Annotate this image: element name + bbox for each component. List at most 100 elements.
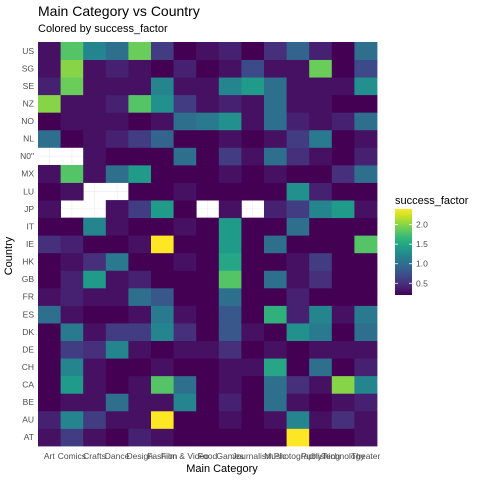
heatmap-cell-NZ-journalism [241,94,265,113]
heatmap-cell-DE-dance [105,340,129,359]
heatmap-cell-IT-fashion [151,217,174,236]
heatmap-cell-NO-technology [331,112,355,131]
heatmap-cell-GB-crafts [83,270,107,289]
heatmap-cell-SE-theater [354,77,378,96]
legend-tick-label: 1.0 [416,259,428,269]
heatmap-cell-JP-music [264,200,287,219]
heatmap-cell-IT-crafts [83,217,107,236]
heatmap-cell-NZ-music [264,94,287,113]
heatmap-cell-HK-photography [286,252,310,271]
heatmap-cell-SG-food [196,59,220,78]
heatmap-cell-FR-music [264,287,287,306]
heatmap-cell-SE-dance [105,77,129,96]
heatmap-cell-MX-publishing [309,164,333,183]
heatmap-cell-DK-games [218,323,242,342]
heatmap-cell-CA-games [218,375,242,394]
heatmap-cell-LU-publishing [309,182,333,201]
heatmap-cell-GB-food [196,270,220,289]
heatmap-cell-AU-dance [105,410,129,429]
heatmap-cell-FR-journalism [241,287,265,306]
heatmap-cell-LU-theater [354,182,378,201]
heatmap-cell-MX-photography [286,164,310,183]
heatmap-cell-SG-publishing [309,59,333,78]
heatmap-cell-ES-dance [105,305,129,324]
heatmap-cell-DK-art [38,323,61,342]
heatmap-cell-US-fashion [151,42,174,60]
heatmap-cell-LU-fashion [151,182,174,201]
heatmap-cell-NO-food [196,112,220,131]
heatmap-cell-NL-crafts [83,129,107,148]
heatmap-cell-DE-games [218,340,242,359]
heatmap-cell-DE-journalism [241,340,265,359]
heatmap-cell-AT-music [264,428,287,447]
heatmap-cell-DK-theater [354,323,378,342]
x-tick-label: Design [126,451,153,461]
heatmap-cell-IE-comics [60,235,84,254]
heatmap-cell-ES-crafts [83,305,107,324]
heatmap-cell-IT-art [38,217,61,236]
heatmap-cell-GB-comics [60,270,84,289]
heatmap-cell-BE-art [38,393,61,412]
heatmap-cell-HK-publishing [309,252,333,271]
heatmap-cell-ES-theater [354,305,378,324]
legend-tick-label: 2.0 [416,220,428,230]
heatmap-cell-JP-games [218,200,242,219]
heatmap-cell-SE-food [196,77,220,96]
heatmap-cell-SE-music [264,77,287,96]
x-tick-label: Games [216,451,243,461]
heatmap-cell-ES-publishing [309,305,333,324]
y-tick-label: NO [21,116,34,126]
heatmap-cell-DK-design [128,323,152,342]
heatmap-cell-MX-filmvideo [173,164,197,183]
heatmap-cell-JP-photography [286,200,310,219]
heatmap-cell-FR-publishing [309,287,333,306]
heatmap-cell-MX-music [264,164,287,183]
y-tick-label: ES [23,309,35,319]
heatmap-cell-AT-theater [354,428,378,447]
heatmap-cell-CA-photography [286,375,310,394]
heatmap-cell-MX-technology [331,164,355,183]
heatmap-cell-IT-journalism [241,217,265,236]
heatmap-cell-DE-design [128,340,152,359]
heatmap-cell-HK-technology [331,252,355,271]
heatmap-cell-BE-photography [286,393,310,412]
heatmap-cell-NZ-publishing [309,94,333,113]
heatmap-cell-N0-publishing [309,147,333,166]
heatmap-cell-FR-theater [354,287,378,306]
heatmap-cell-US-journalism [241,42,265,60]
y-tick-label: IE [26,239,34,249]
heatmap-cell-NL-photography [286,129,310,148]
heatmap-cell-CH-fashion [151,358,174,377]
heatmap-cell-MX-journalism [241,164,265,183]
heatmap-cell-SG-crafts [83,59,107,78]
heatmap-cell-N0-crafts [83,147,107,166]
x-tick-label: Crafts [83,451,106,461]
heatmap-cell-N0-games [218,147,242,166]
heatmap-cell-CA-food [196,375,220,394]
heatmap-cell-AT-fashion [151,428,174,447]
heatmap-cell-DE-publishing [309,340,333,359]
heatmap-cell-AT-design [128,428,152,447]
heatmap-cell-GB-publishing [309,270,333,289]
heatmap-cell-CA-art [38,375,61,394]
heatmap-cell-NO-crafts [83,112,107,131]
heatmap-cell-JP-publishing [309,200,333,219]
y-tick-label: SG [22,63,34,73]
heatmap-cell-ES-art [38,305,61,324]
heatmap-cell-US-photography [286,42,310,60]
heatmap-cell-IE-theater [354,235,378,254]
heatmap-cell-DE-technology [331,340,355,359]
heatmap-cell-NL-food [196,129,220,148]
heatmap-cell-IE-filmvideo [173,235,197,254]
heatmap-cell-US-filmvideo [173,42,197,60]
y-tick-label: US [22,46,34,56]
heatmap-cell-US-crafts [83,42,107,60]
heatmap-cell-NO-games [218,112,242,131]
heatmap-cell-NO-art [38,112,61,131]
heatmap-cell-AT-games [218,428,242,447]
heatmap-cell-BE-theater [354,393,378,412]
heatmap-cell-MX-crafts [83,164,107,183]
heatmap-cell-CH-food [196,358,220,377]
heatmap-cell-AT-journalism [241,428,265,447]
heatmap-cell-N0-photography [286,147,310,166]
